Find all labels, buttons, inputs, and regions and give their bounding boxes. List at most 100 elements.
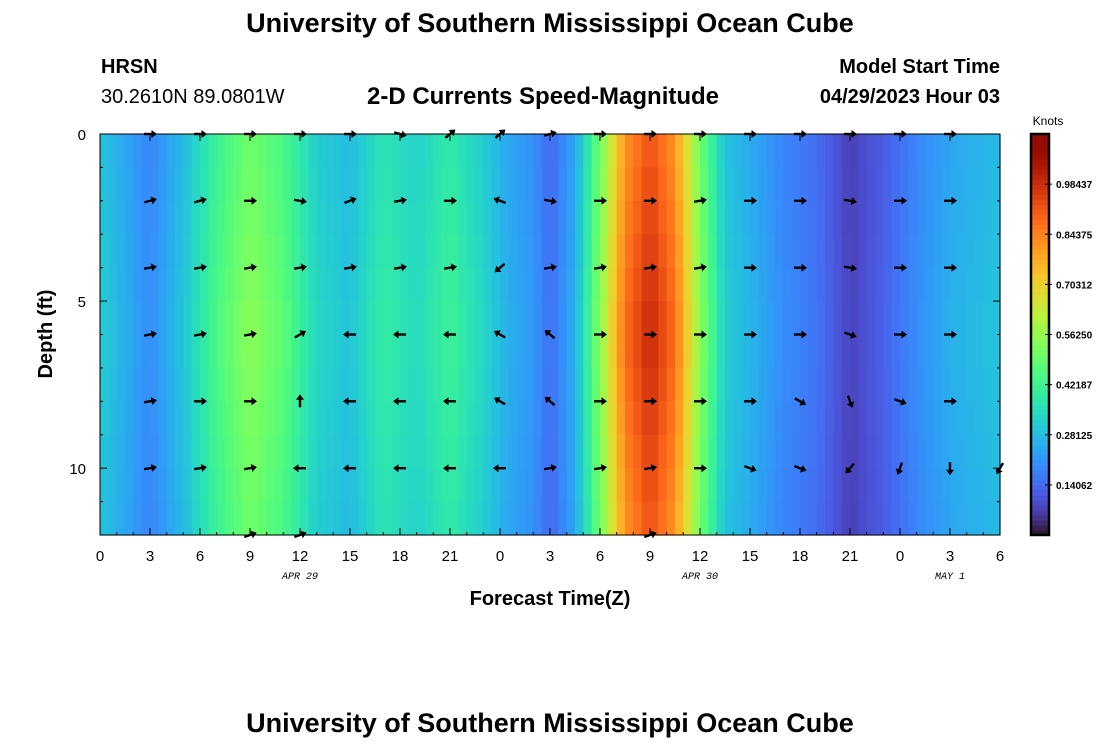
heatmap-cell	[891, 434, 901, 469]
heatmap-cell	[825, 200, 834, 235]
heatmap-cell	[791, 501, 801, 536]
heatmap-cell	[875, 234, 884, 269]
model-start-value: 04/29/2023 Hour 03	[819, 86, 1000, 108]
heatmap-cell	[575, 167, 584, 202]
heatmap-cell	[158, 200, 168, 235]
heatmap-cell	[575, 501, 584, 536]
colorbar-segment	[1031, 279, 1049, 285]
heatmap-cell	[350, 501, 359, 536]
heatmap-cell	[408, 334, 418, 369]
heatmap-cell	[450, 468, 459, 503]
heatmap-cell	[558, 200, 568, 235]
heatmap-cell	[516, 167, 526, 202]
heatmap-cell	[766, 267, 776, 302]
heatmap-cell	[816, 301, 826, 336]
heatmap-cell	[733, 434, 743, 469]
current-arrow-head	[600, 263, 607, 272]
heatmap-cell	[291, 234, 301, 269]
heatmap-cell	[383, 434, 393, 469]
heatmap-cell	[775, 434, 784, 469]
heatmap-cell	[741, 401, 751, 436]
heatmap-cell	[766, 468, 776, 503]
heatmap-cell	[166, 468, 176, 503]
current-arrow-head	[951, 330, 957, 339]
current-arrow	[946, 462, 954, 476]
current-arrow	[644, 330, 657, 339]
heatmap-cell	[600, 367, 609, 402]
heatmap-cell	[466, 434, 476, 469]
heatmap-cell	[841, 434, 851, 469]
heatmap-cell	[108, 200, 118, 235]
heatmap-cell	[391, 167, 401, 202]
heatmap-cell	[175, 401, 184, 436]
current-arrow-head	[493, 397, 501, 405]
heatmap-cell	[900, 267, 909, 302]
heatmap-cell	[175, 200, 184, 235]
colorbar-tick-label: 0.28125	[1056, 431, 1093, 442]
heatmap-cell	[150, 234, 159, 269]
heatmap-cell	[525, 501, 534, 536]
current-arrow	[744, 330, 757, 339]
date-label: APR 29	[281, 572, 318, 583]
heatmap-cell	[766, 134, 776, 169]
current-arrow-head	[650, 263, 657, 272]
heatmap-cell	[558, 434, 568, 469]
heatmap-cell	[733, 401, 743, 436]
heatmap-cell	[866, 334, 876, 369]
heatmap-cell	[500, 367, 509, 402]
heatmap-cell	[341, 200, 351, 235]
heatmap-cell	[475, 234, 484, 269]
current-arrow-head	[393, 330, 399, 339]
heatmap-cell	[800, 367, 809, 402]
heatmap-cell	[725, 367, 734, 402]
colorbar-segment	[1031, 144, 1049, 150]
heatmap-cell	[866, 167, 876, 202]
heatmap-cell	[408, 134, 418, 169]
heatmap-cell	[650, 234, 659, 269]
colorbar-segment	[1031, 229, 1049, 235]
colorbar-tick-label: 0.70312	[1056, 280, 1093, 291]
heatmap-cell	[633, 501, 643, 536]
heatmap-cell	[650, 501, 659, 536]
current-arrow	[846, 395, 855, 408]
heatmap-cell	[616, 301, 626, 336]
heatmap-cell	[566, 401, 576, 436]
current-arrow-head	[800, 464, 807, 473]
heatmap-cell	[358, 501, 368, 536]
heatmap-cell	[700, 167, 709, 202]
heatmap-cell	[450, 234, 459, 269]
heatmap-cell	[466, 267, 476, 302]
heatmap-cell	[316, 334, 326, 369]
heatmap-cell	[683, 501, 693, 536]
heatmap-cell	[191, 200, 201, 235]
heatmap-cell	[150, 501, 159, 536]
heatmap-cell	[225, 234, 234, 269]
heatmap-cell	[766, 167, 776, 202]
heatmap-cell	[650, 301, 659, 336]
heatmap-cell	[650, 434, 659, 469]
heatmap-cell	[541, 301, 551, 336]
heatmap-cell	[666, 301, 676, 336]
heatmap-cell	[566, 267, 576, 302]
heatmap-cell	[333, 234, 343, 269]
heatmap-cell	[433, 234, 443, 269]
heatmap-cell	[975, 134, 984, 169]
heatmap-cell	[700, 401, 709, 436]
heatmap-cell	[933, 434, 943, 469]
current-arrow-head	[845, 466, 853, 474]
heatmap-cell	[483, 434, 493, 469]
heatmap-cell	[316, 367, 326, 402]
heatmap-cell	[608, 134, 618, 169]
heatmap-cell	[925, 200, 934, 235]
heatmap-cell	[491, 200, 501, 235]
heatmap-cell	[525, 301, 534, 336]
heatmap-cell	[708, 167, 718, 202]
current-arrow	[793, 464, 807, 473]
heatmap-cell	[416, 367, 426, 402]
heatmap-cell	[666, 468, 676, 503]
heatmap-cell	[825, 468, 834, 503]
heatmap-cell	[533, 468, 543, 503]
heatmap-cell	[933, 167, 943, 202]
x-tick-label: 18	[792, 548, 809, 565]
heatmap-cell	[683, 334, 693, 369]
